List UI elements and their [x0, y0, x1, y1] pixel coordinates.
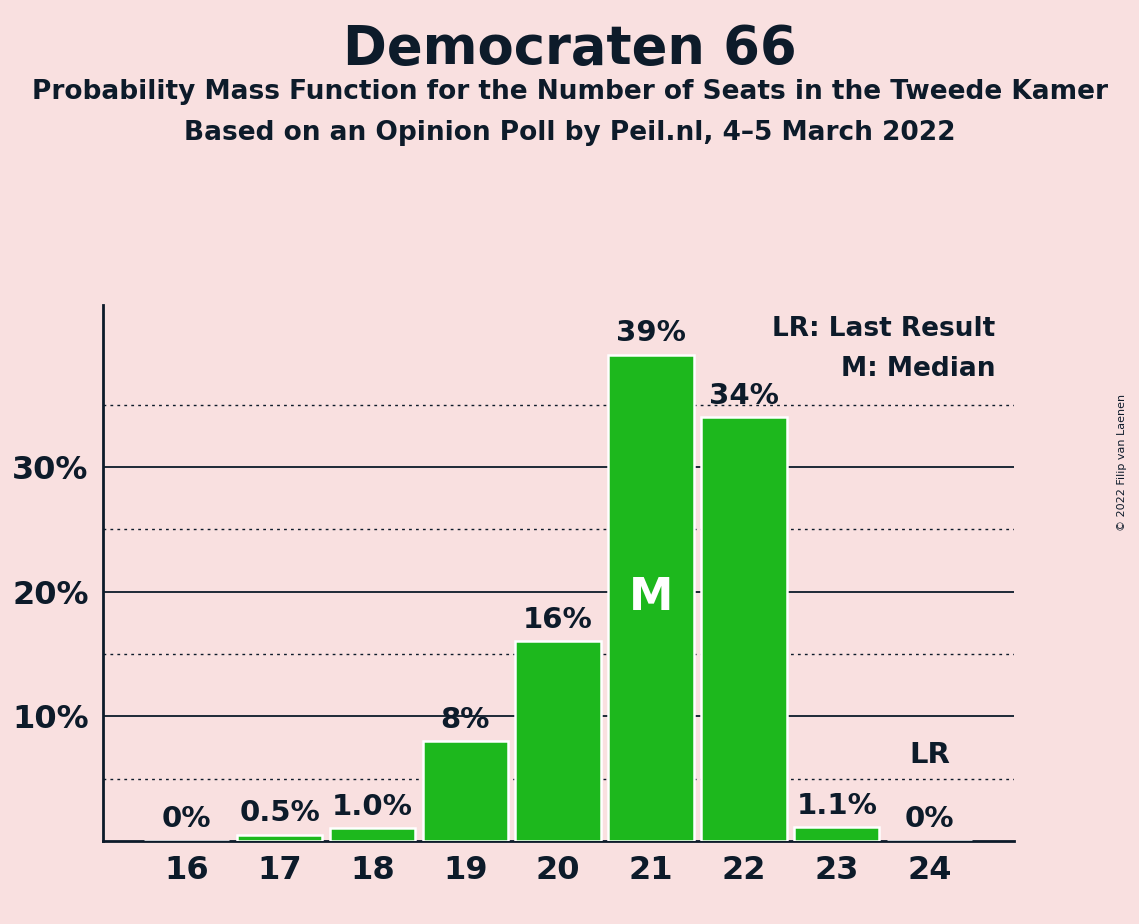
Text: © 2022 Filip van Laenen: © 2022 Filip van Laenen — [1117, 394, 1126, 530]
Text: LR: LR — [909, 740, 950, 769]
Text: 8%: 8% — [441, 706, 490, 734]
Text: M: M — [629, 577, 673, 619]
Bar — [608, 355, 694, 841]
Text: 39%: 39% — [616, 320, 686, 347]
Text: 0.5%: 0.5% — [239, 799, 320, 827]
Text: 34%: 34% — [708, 382, 779, 409]
Bar — [515, 641, 601, 841]
Text: Democraten 66: Democraten 66 — [343, 23, 796, 75]
Text: LR: Last Result: LR: Last Result — [772, 316, 995, 342]
Text: 0%: 0% — [904, 806, 954, 833]
Text: 16%: 16% — [523, 606, 593, 634]
Bar — [329, 829, 415, 841]
Text: 1.0%: 1.0% — [331, 793, 412, 821]
Text: 0%: 0% — [162, 806, 212, 833]
Bar — [237, 834, 322, 841]
Bar — [794, 827, 879, 841]
Text: 1.1%: 1.1% — [796, 792, 877, 820]
Text: M: Median: M: Median — [841, 356, 995, 382]
Bar — [702, 417, 787, 841]
Text: Based on an Opinion Poll by Peil.nl, 4–5 March 2022: Based on an Opinion Poll by Peil.nl, 4–5… — [183, 120, 956, 146]
Bar — [423, 741, 508, 841]
Text: Probability Mass Function for the Number of Seats in the Tweede Kamer: Probability Mass Function for the Number… — [32, 79, 1107, 104]
